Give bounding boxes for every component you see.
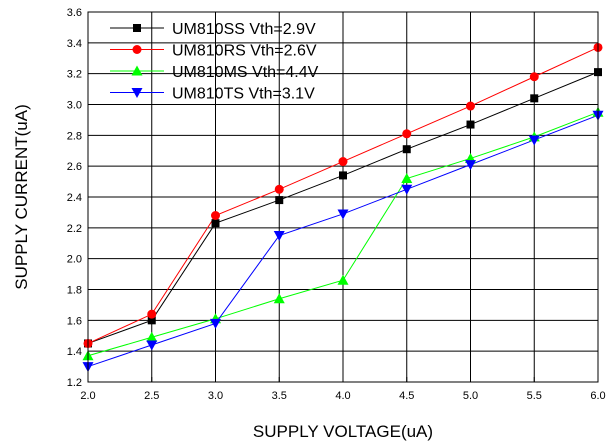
data-point-series-1 bbox=[147, 316, 156, 325]
data-point-series-1 bbox=[275, 196, 284, 205]
x-tick-label: 2.5 bbox=[144, 390, 159, 402]
grid bbox=[87, 11, 599, 383]
y-tick-label: 2.4 bbox=[67, 192, 82, 204]
data-point-series-1 bbox=[466, 120, 475, 129]
data-point-series-1 bbox=[402, 145, 411, 154]
data-point-series-2 bbox=[338, 157, 348, 167]
data-point-series-2 bbox=[147, 309, 157, 319]
x-tick-label: 5.0 bbox=[463, 390, 478, 402]
legend-item: UM810RS Vth=2.6V bbox=[110, 43, 317, 60]
data-point-series-2 bbox=[402, 129, 412, 139]
y-tick-label: 2.6 bbox=[67, 161, 82, 173]
x-tick-label: 3.5 bbox=[272, 390, 287, 402]
y-tick-label: 3.0 bbox=[67, 100, 82, 112]
data-point-series-3 bbox=[337, 274, 349, 285]
x-tick-labels: 2.0 2.5 3.0 3.5 4.0 4.5 5.0 5.5 6.0 bbox=[80, 390, 605, 402]
x-tick-label: 6.0 bbox=[590, 390, 605, 402]
y-tick-label: 2.8 bbox=[67, 130, 82, 142]
x-tick-label: 4.0 bbox=[335, 390, 350, 402]
data-point-series-2 bbox=[466, 101, 475, 111]
data-point-series-3 bbox=[273, 293, 285, 304]
legend-label: UM810TS Vth=3.1V bbox=[172, 86, 315, 103]
data-point-series-1 bbox=[211, 219, 220, 228]
data-point-series-2 bbox=[274, 184, 284, 194]
y-tick-label: 2.2 bbox=[67, 223, 82, 235]
data-point-series-4 bbox=[337, 209, 349, 220]
legend-item: UM810TS Vth=3.1V bbox=[110, 86, 315, 103]
data-point-series-3 bbox=[146, 331, 158, 342]
y-tick-label: 3.2 bbox=[67, 69, 82, 81]
legend-marker bbox=[132, 45, 142, 54]
y-tick-label: 1.8 bbox=[67, 285, 82, 297]
data-point-series-4 bbox=[146, 340, 158, 351]
data-point-series-4 bbox=[210, 318, 221, 329]
data-point-series-4 bbox=[528, 135, 540, 146]
data-point-series-4 bbox=[273, 231, 285, 242]
y-tick-label: 1.2 bbox=[67, 377, 82, 389]
y-axis-title: SUPPLY CURRENT(uA) bbox=[12, 104, 31, 289]
legend-marker bbox=[131, 65, 143, 76]
legend-label: UM810SS Vth=2.9V bbox=[172, 21, 316, 38]
x-axis-title: SUPPLY VOLTAGE(uA) bbox=[253, 422, 433, 441]
legend-label: UM810MS Vth=4.4V bbox=[172, 64, 319, 81]
y-tick-label: 1.4 bbox=[67, 346, 82, 358]
legend-marker bbox=[133, 24, 141, 32]
y-tick-label: 3.4 bbox=[67, 38, 82, 50]
x-tick-label: 2.0 bbox=[80, 390, 95, 402]
x-tick-label: 3.0 bbox=[208, 390, 223, 402]
y-tick-labels: 1.2 1.4 1.6 1.8 2.0 2.2 2.4 2.6 2.8 3.0 3.2 3.4 3.6 bbox=[67, 7, 82, 389]
legend-marker bbox=[131, 88, 143, 98]
y-tick-label: 2.0 bbox=[67, 254, 82, 266]
data-point-series-2 bbox=[211, 211, 220, 220]
data-point-series-2 bbox=[529, 72, 539, 82]
y-tick-label: 3.6 bbox=[67, 7, 82, 19]
legend: UM810SS Vth=2.9V UM810RS Vth=2.6V UM810MS … bbox=[110, 21, 319, 103]
data-point-series-4 bbox=[401, 184, 413, 195]
data-point-series-1 bbox=[530, 94, 539, 103]
data-point-series-3 bbox=[401, 173, 413, 183]
plot-frame bbox=[87, 11, 599, 383]
x-tick-label: 5.5 bbox=[527, 390, 542, 402]
data-point-series-4 bbox=[465, 160, 476, 171]
legend-item: UM810MS Vth=4.4V bbox=[110, 64, 319, 81]
legend-item: UM810SS Vth=2.9V bbox=[110, 21, 316, 38]
legend-label: UM810RS Vth=2.6V bbox=[172, 43, 317, 60]
x-tick-label: 4.5 bbox=[399, 390, 414, 402]
data-point-series-1 bbox=[339, 171, 347, 180]
y-tick-label: 1.6 bbox=[67, 315, 82, 327]
